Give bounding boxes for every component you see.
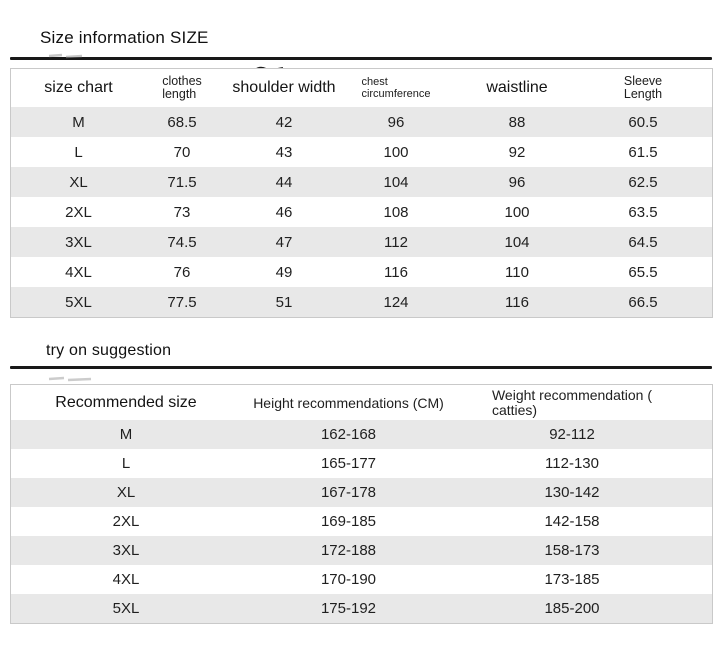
size-cell: L bbox=[121, 455, 131, 472]
size-information-heading: Size information SIZE bbox=[40, 28, 209, 47]
height-cell: 167-178 bbox=[320, 484, 377, 501]
size-row-5xl: 5XL 77.5 51 124 116 66.5 bbox=[11, 287, 712, 317]
clothes-length-cell: 70 bbox=[173, 143, 191, 161]
waistline-cell: 96 bbox=[508, 173, 526, 191]
shoulder-width-cell: 46 bbox=[275, 203, 293, 221]
size-cell: M bbox=[119, 426, 133, 443]
size-row-2xl: 2XL 73 46 108 100 63.5 bbox=[11, 197, 712, 227]
header-clothes-length: clothes length bbox=[162, 74, 202, 101]
fit-row-3xl: 3XL 172-188 158-173 bbox=[11, 536, 712, 565]
fit-row-2xl: 2XL 169-185 142-158 bbox=[11, 507, 712, 536]
size-chart-table: size chart clothes length shoulder width… bbox=[10, 68, 713, 318]
header-height-recommendations: Height recommendations (CM) bbox=[253, 394, 444, 411]
sleeve-cell: 65.5 bbox=[628, 263, 658, 281]
waistline-cell: 110 bbox=[505, 263, 529, 281]
height-cell: 175-192 bbox=[320, 600, 377, 617]
size-cell: XL bbox=[116, 484, 136, 501]
weight-cell: 158-173 bbox=[544, 542, 600, 559]
size-cell: 4XL bbox=[112, 571, 140, 588]
header-shoulder-width: shoulder width bbox=[232, 79, 336, 96]
ink-smudge-mark bbox=[48, 47, 84, 65]
size-chart-header-row: size chart clothes length shoulder width… bbox=[11, 69, 712, 107]
header-waistline: waistline bbox=[486, 79, 548, 96]
chest-cell: 112 bbox=[384, 233, 408, 251]
size-cell: M bbox=[72, 113, 85, 131]
clothes-length-cell: 73 bbox=[173, 203, 191, 221]
chest-cell: 96 bbox=[387, 113, 405, 131]
size-cell: 2XL bbox=[112, 513, 140, 530]
chest-cell: 116 bbox=[384, 263, 408, 281]
sleeve-cell: 63.5 bbox=[628, 203, 658, 221]
header-size-chart: size chart bbox=[44, 79, 113, 96]
shoulder-width-cell: 47 bbox=[275, 233, 293, 251]
clothes-length-cell: 76 bbox=[173, 263, 191, 281]
waistline-cell: 104 bbox=[504, 233, 530, 251]
waistline-cell: 92 bbox=[508, 143, 526, 161]
size-row-m: M 68.5 42 96 88 60.5 bbox=[11, 107, 712, 137]
sleeve-cell: 61.5 bbox=[628, 143, 658, 161]
fit-row-4xl: 4XL 170-190 173-185 bbox=[11, 565, 712, 594]
height-cell: 162-168 bbox=[320, 426, 377, 443]
size-cell: L bbox=[74, 143, 83, 161]
weight-cell: 185-200 bbox=[544, 600, 600, 617]
sleeve-cell: 62.5 bbox=[628, 173, 658, 191]
weight-cell: 130-142 bbox=[544, 484, 600, 501]
header-recommended-size: Recommended size bbox=[55, 393, 197, 411]
chest-cell: 108 bbox=[383, 203, 409, 221]
shoulder-width-cell: 43 bbox=[275, 143, 293, 161]
size-cell: XL bbox=[69, 173, 88, 191]
weight-cell: 142-158 bbox=[544, 513, 600, 530]
waistline-cell: 88 bbox=[508, 113, 526, 131]
size-row-3xl: 3XL 74.5 47 112 104 64.5 bbox=[11, 227, 712, 257]
sleeve-cell: 64.5 bbox=[628, 233, 658, 251]
size-cell: 4XL bbox=[65, 263, 92, 281]
fit-row-m: M 162-168 92-112 bbox=[11, 420, 712, 449]
try-on-suggestion-heading: try on suggestion bbox=[46, 342, 172, 359]
size-row-4xl: 4XL 76 49 116 110 65.5 bbox=[11, 257, 712, 287]
weight-cell: 112-130 bbox=[545, 455, 599, 472]
shoulder-width-cell: 49 bbox=[275, 263, 293, 281]
heading-underline bbox=[10, 366, 712, 369]
header-weight-recommendation: Weight recommendation ( catties) bbox=[491, 386, 653, 418]
fit-row-xl: XL 167-178 130-142 bbox=[11, 478, 712, 507]
try-on-suggestion-table: Recommended size Height recommendations … bbox=[10, 384, 713, 624]
chest-cell: 104 bbox=[383, 173, 409, 191]
size-cell: 5XL bbox=[112, 600, 140, 617]
heading-underline bbox=[10, 57, 712, 60]
chest-cell: 124 bbox=[383, 293, 409, 311]
shoulder-width-cell: 44 bbox=[275, 173, 293, 191]
size-cell: 2XL bbox=[65, 203, 92, 221]
clothes-length-cell: 68.5 bbox=[167, 113, 197, 131]
height-cell: 172-188 bbox=[320, 542, 377, 559]
shoulder-width-cell: 42 bbox=[275, 113, 293, 131]
clothes-length-cell: 77.5 bbox=[167, 293, 197, 311]
waistline-cell: 100 bbox=[504, 203, 530, 221]
shoulder-width-cell: 51 bbox=[275, 293, 293, 311]
size-cell: 3XL bbox=[112, 542, 140, 559]
chest-cell: 100 bbox=[383, 143, 409, 161]
fit-row-5xl: 5XL 175-192 185-200 bbox=[11, 594, 712, 623]
fit-row-l: L 165-177 112-130 bbox=[11, 449, 712, 478]
size-cell: 3XL bbox=[65, 233, 92, 251]
size-row-xl: XL 71.5 44 104 96 62.5 bbox=[11, 167, 712, 197]
header-sleeve-length: Sleeve Length bbox=[623, 74, 663, 101]
clothes-length-cell: 71.5 bbox=[167, 173, 197, 191]
waistline-cell: 116 bbox=[505, 293, 529, 311]
height-cell: 169-185 bbox=[320, 513, 377, 530]
height-cell: 170-190 bbox=[320, 571, 377, 588]
clothes-length-cell: 74.5 bbox=[167, 233, 197, 251]
weight-cell: 173-185 bbox=[544, 571, 600, 588]
size-row-l: L 70 43 100 92 61.5 bbox=[11, 137, 712, 167]
sleeve-cell: 60.5 bbox=[628, 113, 658, 131]
size-cell: 5XL bbox=[65, 293, 92, 311]
fit-header-row: Recommended size Height recommendations … bbox=[11, 385, 712, 420]
height-cell: 165-177 bbox=[320, 455, 377, 472]
sleeve-cell: 66.5 bbox=[628, 293, 658, 311]
weight-cell: 92-112 bbox=[549, 426, 595, 443]
header-chest-circumference: chest circumference bbox=[361, 76, 431, 100]
